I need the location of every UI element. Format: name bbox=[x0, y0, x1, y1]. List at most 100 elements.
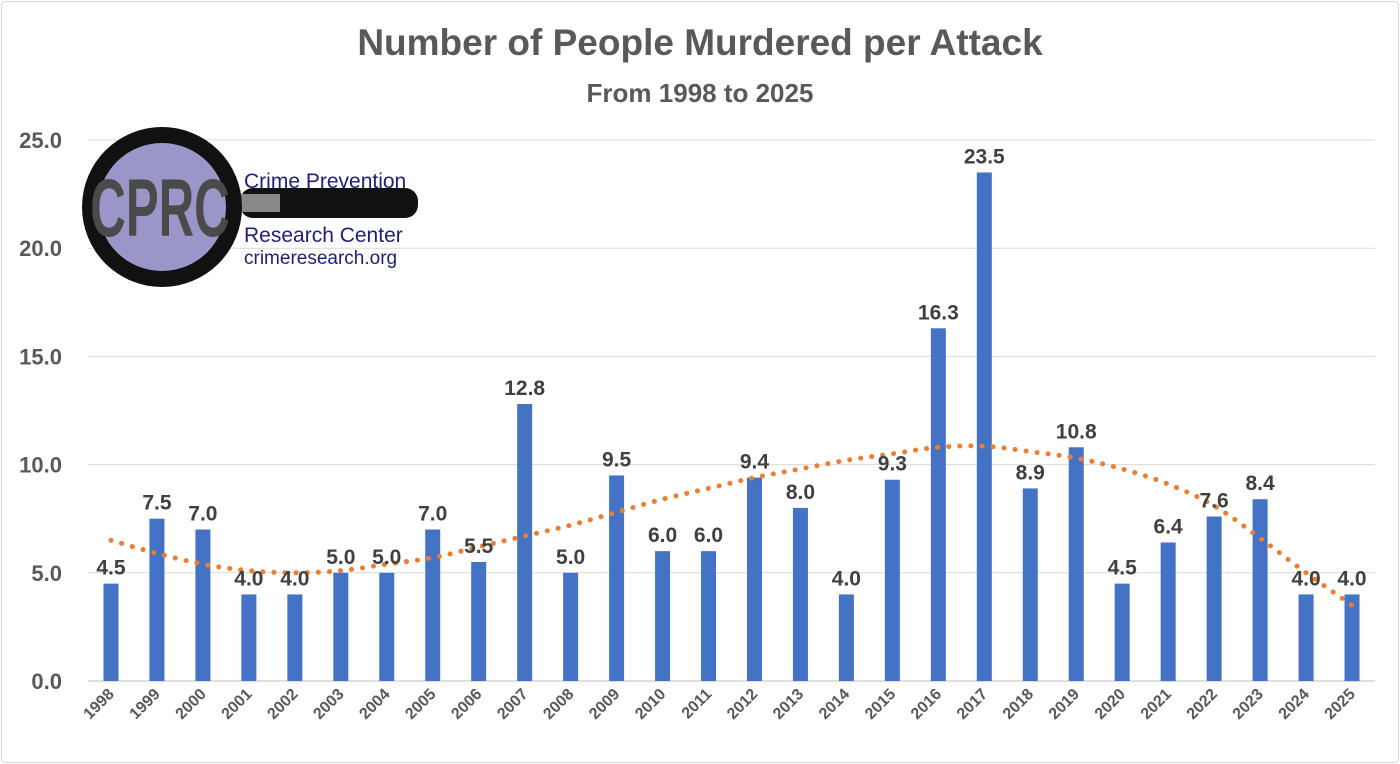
bar-2000 bbox=[195, 529, 211, 681]
x-tick-label: 2000 bbox=[173, 686, 210, 723]
x-tick-label: 2017 bbox=[954, 686, 991, 723]
bar-2006 bbox=[471, 561, 487, 681]
data-label: 10.8 bbox=[1056, 420, 1097, 443]
data-label: 5.0 bbox=[556, 546, 585, 569]
x-tick-label: 2011 bbox=[679, 686, 716, 723]
x-tick-label: 2001 bbox=[219, 686, 256, 723]
bar-2017 bbox=[976, 172, 992, 681]
logo-lens-text: CPRC bbox=[90, 163, 229, 254]
x-tick-label: 2004 bbox=[356, 686, 393, 723]
magnifier-handle bbox=[240, 188, 418, 218]
y-tick-label: 20.0 bbox=[19, 236, 62, 261]
x-tick-label: 2006 bbox=[448, 686, 485, 723]
bar-2012 bbox=[746, 477, 762, 681]
data-label: 23.5 bbox=[964, 145, 1005, 168]
bar-2015 bbox=[884, 479, 900, 681]
data-label: 9.5 bbox=[602, 448, 632, 471]
x-tick-label: 2002 bbox=[264, 686, 301, 723]
data-label: 9.4 bbox=[740, 451, 770, 474]
data-label: 12.8 bbox=[504, 377, 545, 400]
x-tick-label: 2010 bbox=[632, 686, 669, 723]
trendline bbox=[108, 443, 1355, 608]
y-tick-label: 15.0 bbox=[19, 344, 62, 369]
x-tick-label: 2019 bbox=[1046, 686, 1083, 723]
data-label: 9.3 bbox=[878, 453, 907, 476]
data-label: 8.0 bbox=[786, 481, 815, 504]
logo-line3: crimeresearch.org bbox=[244, 248, 397, 269]
data-label: 4.0 bbox=[1291, 567, 1320, 590]
x-tick-label: 2009 bbox=[586, 686, 623, 723]
bar-2003 bbox=[333, 572, 349, 681]
x-tick-label: 2018 bbox=[1000, 686, 1037, 723]
x-tick-label: 2016 bbox=[908, 686, 945, 723]
x-tick-label: 2015 bbox=[862, 686, 899, 723]
data-label: 7.0 bbox=[188, 503, 217, 526]
data-label: 5.0 bbox=[326, 546, 355, 569]
bar-2025 bbox=[1344, 594, 1360, 681]
x-tick-label: 2008 bbox=[540, 686, 577, 723]
bar-2007 bbox=[517, 404, 533, 681]
bar-2021 bbox=[1160, 542, 1176, 681]
x-tick-label: 2025 bbox=[1322, 686, 1359, 723]
data-label: 5.5 bbox=[464, 535, 494, 558]
data-label: 8.4 bbox=[1245, 472, 1275, 495]
chart-title: Number of People Murdered per Attack bbox=[357, 22, 1043, 63]
data-label: 6.0 bbox=[694, 524, 723, 547]
bar-2022 bbox=[1206, 516, 1222, 681]
bar-2014 bbox=[838, 594, 854, 681]
bar-2024 bbox=[1298, 594, 1314, 681]
data-label: 4.0 bbox=[280, 567, 309, 590]
y-tick-label: 25.0 bbox=[19, 128, 62, 153]
x-tick-label: 2021 bbox=[1138, 686, 1175, 723]
x-tick-label: 2013 bbox=[770, 686, 807, 723]
bar-2013 bbox=[792, 507, 808, 681]
data-label: 6.4 bbox=[1154, 516, 1184, 539]
x-tick-label: 2020 bbox=[1092, 686, 1129, 723]
bar-1998 bbox=[103, 583, 119, 681]
x-tick-label: 2024 bbox=[1276, 686, 1313, 723]
bar-2016 bbox=[930, 328, 946, 681]
data-label: 4.5 bbox=[96, 557, 126, 580]
logo-line1: Crime Prevention bbox=[244, 170, 406, 193]
cprc-logo: CPRC Crime Prevention Research Center cr… bbox=[82, 127, 418, 287]
data-label: 7.0 bbox=[418, 503, 447, 526]
data-label: 6.0 bbox=[648, 524, 677, 547]
bar-2020 bbox=[1114, 583, 1130, 681]
chart-subtitle: From 1998 to 2025 bbox=[586, 78, 814, 108]
magnifier-neck bbox=[240, 194, 280, 212]
data-label: 7.5 bbox=[142, 492, 172, 515]
data-label: 7.6 bbox=[1200, 490, 1229, 513]
bar-2009 bbox=[609, 475, 625, 681]
data-label: 4.0 bbox=[832, 567, 861, 590]
bar-2018 bbox=[1022, 488, 1038, 681]
bar-2004 bbox=[379, 572, 395, 681]
bar-2001 bbox=[241, 594, 257, 681]
bar-1999 bbox=[149, 518, 165, 681]
data-label: 4.0 bbox=[1337, 567, 1366, 590]
bar-2005 bbox=[425, 529, 441, 681]
bar-2008 bbox=[563, 572, 579, 681]
bar-2002 bbox=[287, 594, 303, 681]
x-tick-label: 2005 bbox=[402, 686, 439, 723]
bar-2019 bbox=[1068, 447, 1084, 681]
x-tick-label: 2022 bbox=[1184, 686, 1221, 723]
bar-2010 bbox=[655, 551, 671, 681]
y-tick-label: 5.0 bbox=[31, 561, 62, 586]
y-tick-label: 10.0 bbox=[19, 453, 62, 478]
magnifier-lens bbox=[98, 143, 226, 271]
x-tick-label: 2007 bbox=[494, 686, 531, 723]
data-label: 8.9 bbox=[1016, 461, 1045, 484]
bar-2023 bbox=[1252, 499, 1268, 681]
x-tick-label: 2014 bbox=[816, 686, 853, 723]
data-label: 5.0 bbox=[372, 546, 401, 569]
x-tick-label: 1998 bbox=[81, 686, 118, 723]
bar-2011 bbox=[701, 551, 717, 681]
logo-line2: Research Center bbox=[244, 224, 403, 247]
data-label: 4.0 bbox=[234, 567, 263, 590]
data-label: 16.3 bbox=[918, 301, 959, 324]
x-tick-label: 1999 bbox=[127, 686, 164, 723]
data-label: 4.5 bbox=[1108, 557, 1138, 580]
x-tick-label: 2023 bbox=[1230, 686, 1267, 723]
